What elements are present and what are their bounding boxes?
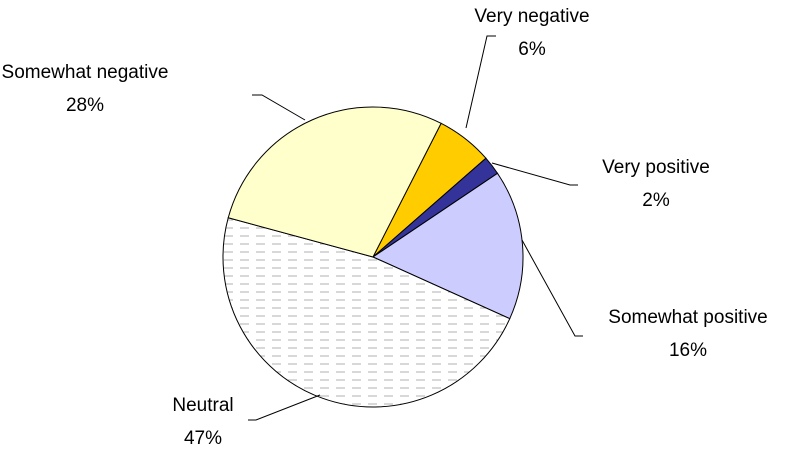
slice-label: Neutral bbox=[172, 395, 233, 416]
leader-line bbox=[252, 94, 306, 121]
leader-line bbox=[491, 162, 578, 186]
pie-slice bbox=[222, 217, 511, 408]
slice-label: Somewhat positive bbox=[608, 307, 767, 328]
value-label: 16% bbox=[669, 340, 707, 361]
pie-slice bbox=[227, 106, 442, 258]
slice-label: Very negative bbox=[474, 6, 589, 27]
value-label: 6% bbox=[518, 39, 546, 60]
value-label: 47% bbox=[184, 428, 222, 449]
slice-label: Somewhat negative bbox=[2, 62, 169, 83]
value-label: 2% bbox=[642, 190, 670, 211]
leader-line bbox=[465, 35, 496, 129]
slice-label: Very positive bbox=[602, 157, 710, 178]
leader-line bbox=[521, 239, 583, 337]
value-label: 28% bbox=[66, 95, 104, 116]
leader-line bbox=[248, 394, 321, 421]
pie-slice bbox=[371, 172, 524, 320]
